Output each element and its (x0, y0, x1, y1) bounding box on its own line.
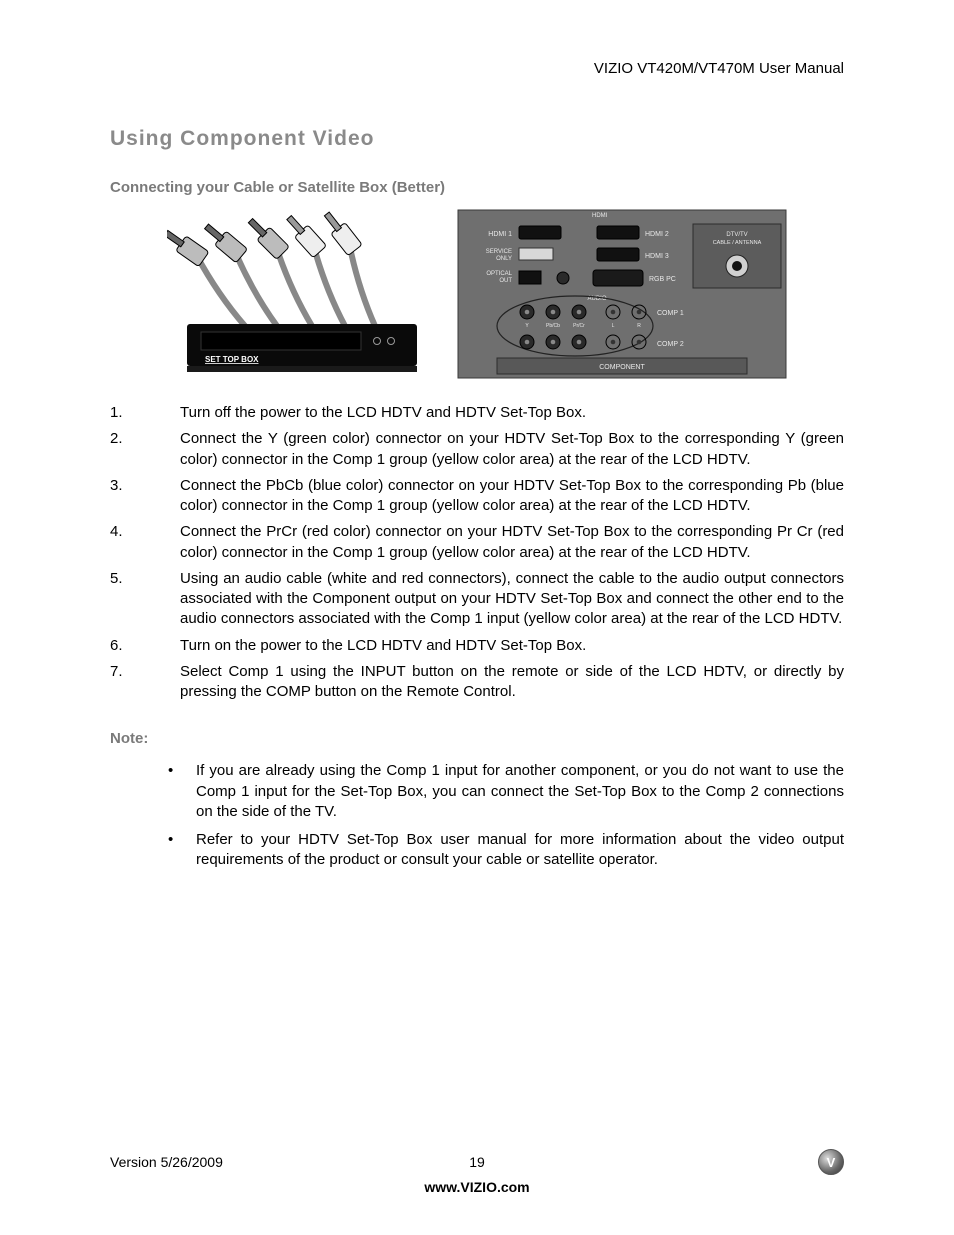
doc-header: VIZIO VT420M/VT470M User Manual (110, 60, 844, 77)
stb-label: SET TOP BOX (205, 355, 259, 364)
svg-text:SERVICE: SERVICE (486, 249, 512, 255)
svg-text:COMPONENT: COMPONENT (599, 364, 645, 371)
step-item: Using an audio cable (white and red conn… (110, 569, 844, 630)
section-title: Using Component Video (110, 127, 844, 151)
svg-text:RGB PC: RGB PC (649, 276, 676, 283)
svg-text:L: L (612, 323, 615, 329)
step-item: Connect the PbCb (blue color) connector … (110, 476, 844, 517)
svg-text:ONLY: ONLY (496, 256, 512, 262)
notes-list: If you are already using the Comp 1 inpu… (110, 761, 844, 870)
note-heading: Note: (110, 730, 844, 747)
step-item: Select Comp 1 using the INPUT button on … (110, 662, 844, 703)
svg-text:Pb/Cb: Pb/Cb (546, 323, 560, 329)
step-item: Connect the Y (green color) connector on… (110, 429, 844, 470)
svg-text:COMP 1: COMP 1 (657, 310, 684, 317)
diagram-panel: HDMI HDMI 1 HDMI 2 SERVICE ONLY HDMI 3 O… (457, 206, 787, 381)
svg-text:CABLE / ANTENNA: CABLE / ANTENNA (713, 240, 762, 246)
svg-text:HDMI 2: HDMI 2 (645, 231, 669, 238)
section-subhead: Connecting your Cable or Satellite Box (… (110, 179, 844, 196)
svg-text:R: R (637, 323, 641, 329)
vizio-logo-icon: V (818, 1149, 844, 1175)
svg-text:OUT: OUT (499, 278, 512, 284)
svg-text:OPTICAL: OPTICAL (486, 271, 512, 277)
step-item: Turn off the power to the LCD HDTV and H… (110, 403, 844, 423)
svg-text:HDMI: HDMI (592, 213, 608, 219)
svg-text:DTV/TV: DTV/TV (726, 232, 747, 238)
footer-url: www.VIZIO.com (110, 1179, 844, 1195)
note-item: Refer to your HDTV Set-Top Box user manu… (110, 830, 844, 871)
svg-text:HDMI 3: HDMI 3 (645, 253, 669, 260)
page-footer: Version 5/26/2009 19 V www.VIZIO.com (110, 1149, 844, 1195)
step-item: Connect the PrCr (red color) connector o… (110, 522, 844, 563)
svg-text:HDMI 1: HDMI 1 (488, 231, 512, 238)
footer-page-number: 19 (355, 1154, 600, 1170)
steps-list: Turn off the power to the LCD HDTV and H… (110, 403, 844, 702)
step-item: Turn on the power to the LCD HDTV and HD… (110, 636, 844, 656)
footer-version: Version 5/26/2009 (110, 1154, 355, 1170)
diagram-stb: SET TOP BOX (167, 206, 447, 381)
diagram-row: SET TOP BOX HDMI HDMI 1 HDMI 2 SERVICE O… (110, 206, 844, 381)
svg-text:COMP 2: COMP 2 (657, 341, 684, 348)
note-item: If you are already using the Comp 1 inpu… (110, 761, 844, 822)
svg-text:Pr/Cr: Pr/Cr (573, 323, 585, 329)
